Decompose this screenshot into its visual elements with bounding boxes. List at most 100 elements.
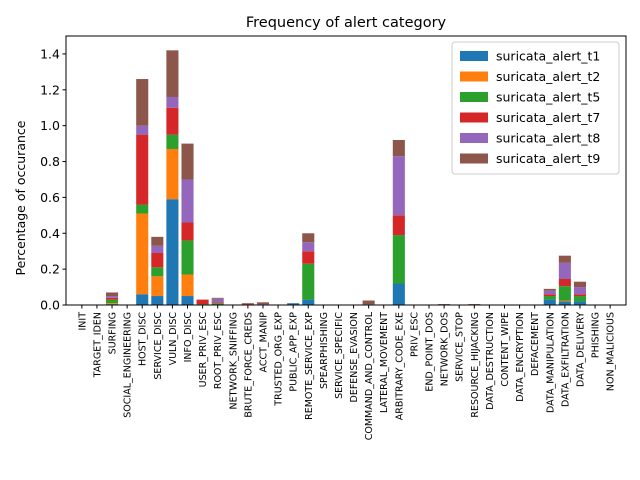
x-tick-label-lateral_movement: LATERAL_MOVEMENT (379, 312, 390, 413)
bar-suricata_alert_t1-host_disc (136, 294, 149, 305)
bar-suricata_alert_t1-data_delivery (573, 301, 586, 305)
x-tick-label-resource_hijacking: RESOURCE_HIJACKING (470, 312, 481, 418)
bar-suricata_alert_t5-data_delivery (573, 296, 586, 302)
bar-suricata_alert_t9-vuln_disc (166, 50, 179, 97)
bar-suricata_alert_t1-info_disc (181, 296, 194, 305)
legend-swatch-suricata_alert_t8 (460, 133, 488, 143)
x-tick-label-priv_esc: PRIV_ESC (409, 312, 420, 357)
x-tick-label-data_exfiltration: DATA_EXFILTRATION (560, 312, 571, 407)
y-axis-label: Percentage of occurance (13, 120, 28, 275)
y-tick-label: 0.6 (40, 190, 60, 205)
x-tick-label-non_malicious: NON_MALICIOUS (606, 312, 617, 391)
legend-label-suricata_alert_t5: suricata_alert_t5 (496, 90, 600, 105)
y-tick-label: 1.4 (40, 46, 60, 61)
bar-suricata_alert_t5-data_manipulation (543, 296, 556, 300)
bar-suricata_alert_t1-arbitrary_code_exe (392, 283, 405, 305)
bar-suricata_alert_t2-vuln_disc (166, 148, 179, 200)
bar-suricata_alert_t7-data_delivery (573, 294, 586, 297)
bar-suricata_alert_t7-vuln_disc (166, 107, 179, 135)
legend-label-suricata_alert_t8: suricata_alert_t8 (496, 131, 600, 146)
bar-suricata_alert_t8-info_disc (181, 179, 194, 223)
bar-suricata_alert_t2-host_disc (136, 213, 149, 295)
x-tick-label-root_priv_esc: ROOT_PRIV_ESC (213, 312, 224, 390)
x-tick-label-remote_service_exp: REMOTE_SERVICE_EXP (304, 312, 315, 420)
legend-swatch-suricata_alert_t9 (460, 153, 488, 164)
bar-suricata_alert_t8-service_disc (151, 245, 164, 253)
x-tick-label-content_wipe: CONTENT_WIPE (500, 312, 511, 387)
bar-suricata_alert_t2-info_disc (181, 274, 194, 297)
bar-suricata_alert_t9-service_disc (151, 236, 164, 246)
bar-suricata_alert_t9-surfing (106, 292, 119, 297)
y-axis-ticks: 0.0 0.2 0.4 0.6 0.8 1.0 1.2 1.4 (40, 46, 66, 313)
x-tick-label-public_app_exp: PUBLIC_APP_EXP (289, 312, 300, 392)
x-tick-label-host_disc: HOST_DISC (138, 312, 149, 366)
bar-suricata_alert_t5-host_disc (136, 204, 149, 214)
x-tick-label-end_point_dos: END_POINT_DOS (425, 312, 436, 392)
x-tick-label-vuln_disc: VULN_DISC (168, 312, 179, 366)
bar-suricata_alert_t9-command_and_control (362, 300, 375, 305)
x-tick-label-surfing: SURFING (108, 312, 119, 354)
x-tick-label-social_engineering: SOCIAL_ENGINEERING (123, 312, 134, 418)
bar-suricata_alert_t8-data_manipulation (543, 290, 556, 295)
bar-suricata_alert_t8-data_exfiltration (558, 262, 571, 279)
bar-suricata_alert_t7-arbitrary_code_exe (392, 215, 405, 236)
bar-suricata_alert_t5-remote_service_exp (302, 263, 315, 300)
bar-suricata_alert_t1-vuln_disc (166, 199, 179, 305)
x-tick-label-command_and_control: COMMAND_AND_CONTROL (364, 311, 375, 440)
bar-suricata_alert_t8-arbitrary_code_exe (392, 156, 405, 216)
bar-suricata_alert_t5-arbitrary_code_exe (392, 235, 405, 284)
bar-suricata_alert_t5-data_exfiltration (558, 286, 571, 301)
legend-swatch-suricata_alert_t2 (460, 71, 488, 82)
bar-suricata_alert_t9-info_disc (181, 143, 194, 180)
bars-group (106, 50, 586, 305)
legend: suricata_alert_t1 suricata_alert_t2surica… (451, 41, 620, 175)
x-tick-label-network_sniffing: NETWORK_SNIFFING (228, 312, 239, 410)
x-tick-label-service_disc: SERVICE_DISC (153, 312, 164, 380)
bar-suricata_alert_t9-data_exfiltration (558, 255, 571, 263)
bar-suricata_alert_t1-remote_service_exp (302, 299, 315, 305)
legend-box (451, 41, 620, 175)
bar-suricata_alert_t7-host_disc (136, 134, 149, 205)
bar-suricata_alert_t8-host_disc (136, 125, 149, 135)
legend-label-suricata_alert_t7: suricata_alert_t7 (496, 110, 600, 125)
bar-suricata_alert_t9-acct_manip (256, 302, 270, 305)
bar-suricata_alert_t9-data_delivery (573, 281, 586, 288)
y-tick-label: 0.4 (40, 226, 60, 241)
bar-suricata_alert_t1-data_exfiltration (558, 301, 571, 305)
x-tick-label-init: INIT (77, 312, 88, 331)
x-tick-label-data_destruction: DATA_DESTRUCTION (485, 312, 496, 410)
bar-suricata_alert_t7-user_priv_esc (196, 299, 209, 305)
legend-swatch-suricata_alert_t1 (460, 51, 488, 61)
bar-suricata_alert_t1-public_app_exp (287, 303, 300, 305)
bar-suricata_alert_t5-root_priv_esc (211, 303, 224, 305)
axes-frame (65, 35, 627, 306)
x-tick-label-arbitrary_code_exe: ARBITRARY_CODE_EXE (394, 312, 405, 420)
bar-suricata_alert_t2-surfing (106, 303, 119, 305)
x-tick-label-target_iden: TARGET_IDEN (92, 312, 103, 378)
x-tick-label-network_dos: NETWORK_DOS (440, 312, 451, 386)
bar-suricata_alert_t5-vuln_disc (166, 134, 179, 149)
bar-suricata_alert_t8-remote_service_exp (302, 242, 315, 252)
x-tick-label-acct_manip: ACCT_MANIP (258, 312, 269, 373)
x-tick-label-data_manipulation: DATA_MANIPULATION (545, 312, 556, 413)
legend-swatch-suricata_alert_t7 (460, 112, 488, 123)
bar-suricata_alert_t7-service_disc (151, 252, 164, 268)
bar-suricata_alert_t5-surfing (106, 299, 119, 304)
x-tick-label-data_encryption: DATA_ENCRYPTION (515, 312, 526, 402)
y-tick-label: 1.0 (40, 118, 60, 133)
bar-suricata_alert_t9-data_manipulation (543, 288, 556, 291)
x-tick-label-defense_evasion: DEFENSE_EVASION (349, 312, 360, 402)
bar-suricata_alert_t1-service_disc (151, 296, 164, 305)
x-tick-label-brute_force_creds: BRUTE_FORCE_CREDS (243, 312, 254, 418)
bar-suricata_alert_t5-info_disc (181, 240, 194, 275)
bar-suricata_alert_t7-remote_service_exp (302, 251, 315, 264)
x-tick-label-user_priv_esc: USER_PRIV_ESC (198, 312, 209, 388)
x-tick-label-service_stop: SERVICE_STOP (455, 312, 466, 382)
legend-label-suricata_alert_t9: suricata_alert_t9 (496, 151, 600, 166)
x-tick-label-info_disc: INFO_DISC (183, 312, 194, 363)
y-tick-label: 0.2 (40, 262, 60, 277)
x-tick-label-service_specific: SERVICE_SPECIFIC (334, 312, 345, 399)
x-tick-label-spearphishing: SPEARPHISHING (319, 312, 330, 389)
x-axis-ticks: INIT TARGET_IDEN SURFING SOCIAL_ENGINEERING… (77, 305, 617, 440)
